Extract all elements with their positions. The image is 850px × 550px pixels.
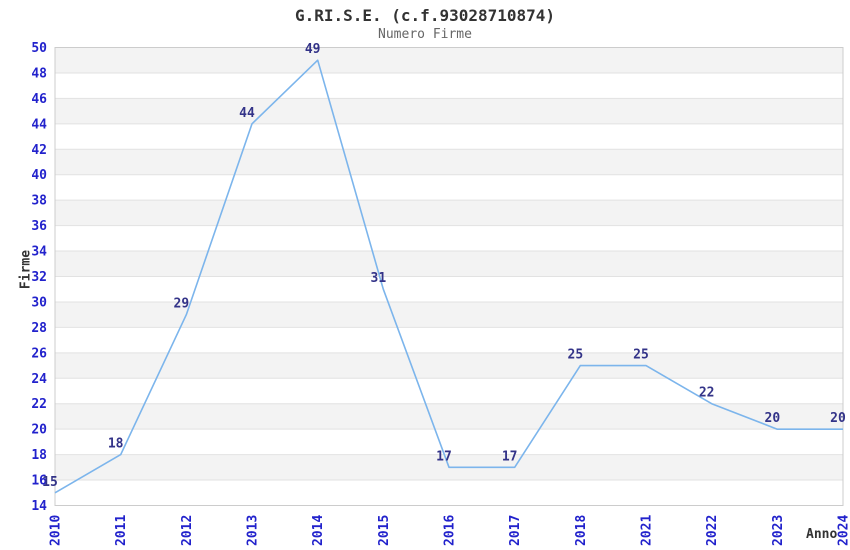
data-label: 18 xyxy=(108,437,124,452)
y-axis-title: Firme xyxy=(18,249,34,290)
plot-band xyxy=(55,327,843,353)
plot-band xyxy=(55,352,843,379)
x-tick-label: 2022 xyxy=(705,515,720,546)
y-tick-label: 40 xyxy=(31,168,47,183)
y-tick-label: 34 xyxy=(31,245,47,260)
y-tick-label: 50 xyxy=(31,41,47,56)
y-tick-label: 26 xyxy=(31,346,47,361)
x-axis-title: Anno xyxy=(806,527,838,542)
plot-band xyxy=(55,225,843,252)
data-label: 31 xyxy=(371,271,387,286)
x-tick-label: 2015 xyxy=(377,515,392,546)
data-label: 44 xyxy=(239,106,255,121)
y-tick-label: 48 xyxy=(31,66,47,81)
x-tick-label: 2024 xyxy=(837,515,850,546)
chart-subtitle: Numero Firme xyxy=(378,27,472,42)
y-tick-label: 42 xyxy=(31,143,47,158)
y-tick-label: 14 xyxy=(31,499,47,514)
y-tick-label: 46 xyxy=(31,92,47,107)
plot-band xyxy=(55,403,843,430)
series-line xyxy=(54,59,843,494)
x-tick-label: 2017 xyxy=(508,515,523,546)
y-tick-label: 36 xyxy=(31,219,47,234)
data-label: 20 xyxy=(830,411,846,426)
data-label: 17 xyxy=(502,449,518,464)
plot-band xyxy=(55,200,843,226)
y-tick-label: 30 xyxy=(31,295,47,310)
x-tick-label: 2018 xyxy=(574,515,589,546)
plot-border xyxy=(54,47,844,506)
x-tick-label: 2010 xyxy=(49,515,64,546)
y-tick-label: 18 xyxy=(31,448,47,463)
data-label: 20 xyxy=(765,411,781,426)
plot-band xyxy=(55,47,843,73)
chart-title: G.RI.S.E. (c.f.93028710874) xyxy=(294,6,556,25)
y-tick-label: 16 xyxy=(31,474,47,489)
plot-band xyxy=(55,72,843,99)
y-tick-label: 44 xyxy=(31,117,47,132)
y-tick-label: 20 xyxy=(31,423,47,438)
plot-band xyxy=(55,378,843,404)
x-tick-label: 2023 xyxy=(771,515,786,546)
x-tick-label: 2021 xyxy=(640,515,655,546)
data-label: 29 xyxy=(174,297,190,312)
y-tick-label: 38 xyxy=(31,194,47,209)
x-tick-label: 2012 xyxy=(180,515,195,546)
x-tick-label: 2013 xyxy=(246,515,261,546)
plot-band xyxy=(55,123,843,150)
y-tick-label: 22 xyxy=(31,397,47,412)
data-label: 25 xyxy=(633,348,649,363)
data-label: 25 xyxy=(568,348,584,363)
plot-band xyxy=(55,149,843,175)
plot-band xyxy=(55,276,843,302)
plot-band xyxy=(55,98,843,124)
data-label: 17 xyxy=(436,449,452,464)
y-tick-label: 32 xyxy=(31,270,47,285)
data-label: 15 xyxy=(42,475,58,490)
x-tick-label: 2016 xyxy=(443,515,458,546)
plot-band xyxy=(55,251,843,277)
x-tick-label: 2014 xyxy=(311,515,326,546)
plot-band xyxy=(55,429,843,455)
data-label: 22 xyxy=(699,386,715,401)
y-tick-label: 24 xyxy=(31,372,47,387)
plot-band xyxy=(55,174,843,201)
x-tick-label: 2011 xyxy=(114,515,129,546)
data-label: 49 xyxy=(305,42,321,57)
plot-band xyxy=(55,480,843,506)
y-tick-label: 28 xyxy=(31,321,47,336)
